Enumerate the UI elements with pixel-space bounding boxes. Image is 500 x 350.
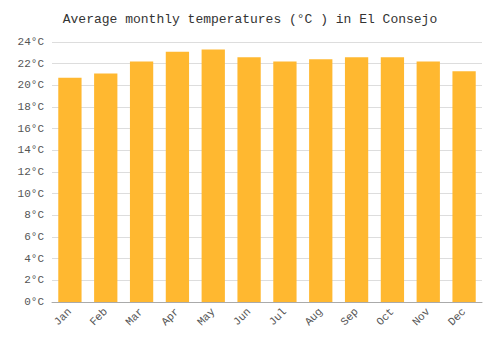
svg-text:20°C: 20°C bbox=[18, 79, 45, 91]
svg-text:Oct: Oct bbox=[374, 306, 396, 328]
svg-text:Average monthly temperatures (: Average monthly temperatures (°C ) in El… bbox=[63, 12, 437, 27]
svg-text:Aug: Aug bbox=[303, 306, 325, 328]
svg-text:Nov: Nov bbox=[410, 305, 433, 328]
svg-text:Jan: Jan bbox=[52, 306, 74, 328]
svg-text:Dec: Dec bbox=[446, 306, 468, 328]
svg-text:18°C: 18°C bbox=[18, 101, 45, 113]
svg-text:May: May bbox=[195, 305, 218, 328]
svg-text:Feb: Feb bbox=[88, 306, 110, 328]
svg-text:Jul: Jul bbox=[267, 306, 289, 328]
svg-text:4°C: 4°C bbox=[24, 253, 44, 265]
svg-text:Mar: Mar bbox=[123, 306, 145, 328]
svg-text:8°C: 8°C bbox=[24, 209, 44, 221]
svg-text:22°C: 22°C bbox=[18, 58, 45, 70]
svg-text:12°C: 12°C bbox=[18, 166, 45, 178]
svg-text:Jun: Jun bbox=[231, 306, 253, 328]
svg-text:10°C: 10°C bbox=[18, 188, 45, 200]
svg-text:0°C: 0°C bbox=[24, 296, 44, 308]
svg-text:6°C: 6°C bbox=[24, 231, 44, 243]
svg-text:Sep: Sep bbox=[338, 306, 360, 328]
svg-text:14°C: 14°C bbox=[18, 144, 45, 156]
svg-text:16°C: 16°C bbox=[18, 123, 45, 135]
svg-text:2°C: 2°C bbox=[24, 274, 44, 286]
svg-text:24°C: 24°C bbox=[18, 36, 45, 48]
svg-text:Apr: Apr bbox=[159, 306, 181, 328]
